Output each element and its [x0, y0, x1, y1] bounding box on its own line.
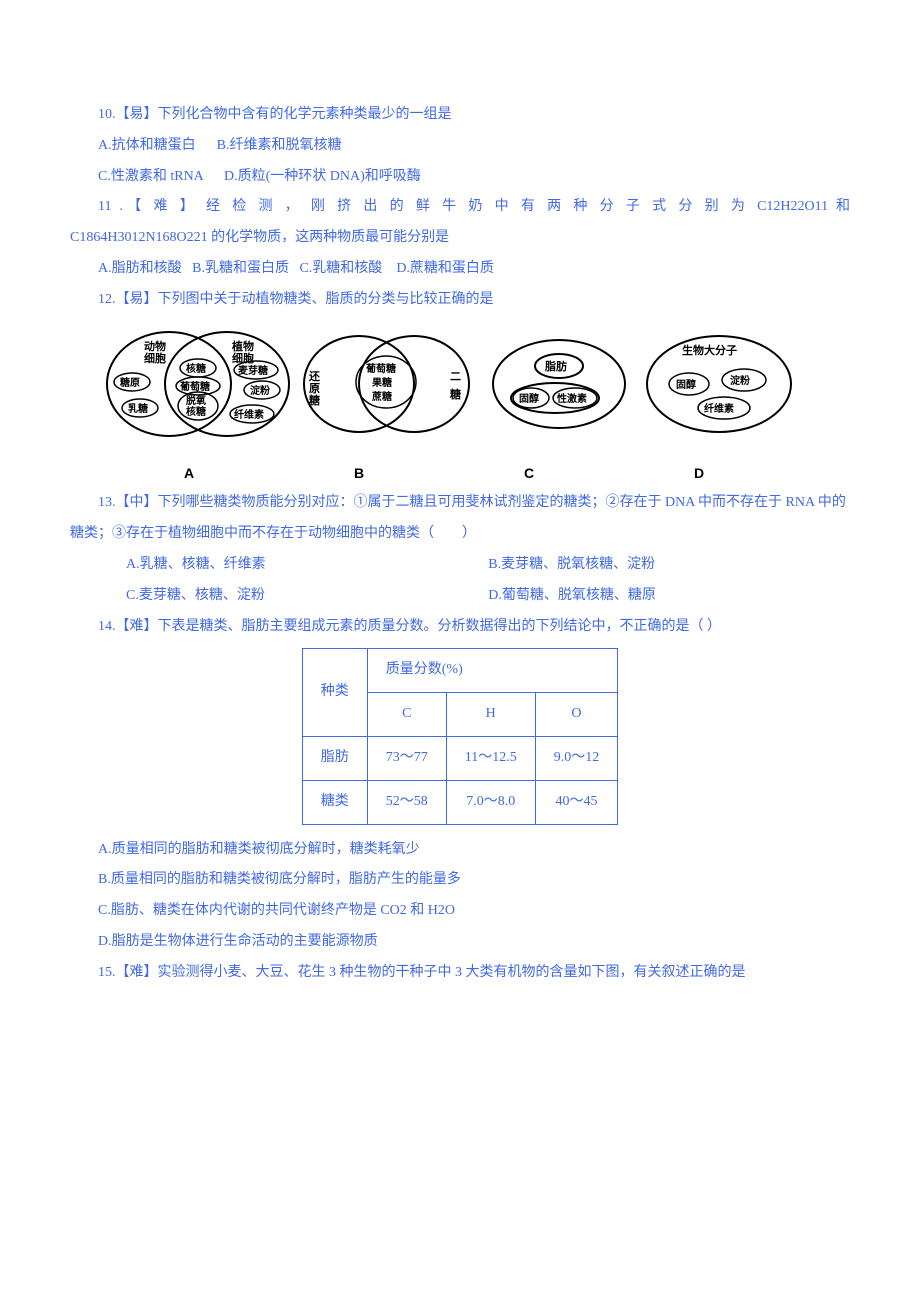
svg-text:果糖: 果糖: [371, 376, 392, 389]
svg-text:原: 原: [309, 382, 320, 395]
cell-c-1: 52～58: [367, 780, 446, 824]
svg-text:淀粉: 淀粉: [730, 374, 750, 387]
svg-text:糖原: 糖原: [120, 376, 140, 389]
th-mass: 质量分数(%): [367, 649, 617, 693]
q11-opt-a: A.脂肪和核酸: [98, 261, 182, 276]
q11-opts: A.脂肪和核酸 B.乳糖和蛋白质 C.乳糖和核酸 D.蔗糖和蛋白质: [70, 254, 850, 285]
svg-text:糖: 糖: [450, 387, 461, 401]
diag-label-b: B: [274, 458, 444, 489]
q13-opts-row2: C.麦芽糖、核糖、淀粉 D.葡萄糖、脱氧核糖、糖原: [70, 581, 850, 612]
q12-diagrams: 动物 细胞 植物 细胞 核糖 葡萄糖 脱氧 核糖 糖原 乳糖 麦芽糖 淀粉 纤维…: [104, 324, 850, 454]
svg-text:脂肪: 脂肪: [544, 359, 567, 373]
q10-stem: 10.【易】下列化合物中含有的化学元素种类最少的一组是: [70, 100, 850, 131]
cell-name-0: 脂肪: [302, 736, 367, 780]
th-species: 种类: [302, 649, 367, 737]
q10-opt-d: D.质粒(一种环状 DNA)和呼吸酶: [224, 169, 421, 184]
q10-opts-line1: A.抗体和糖蛋白 B.纤维素和脱氧核糖: [70, 131, 850, 162]
svg-text:还: 还: [308, 369, 321, 383]
svg-text:核糖: 核糖: [186, 362, 206, 375]
q14-opt-d: D.脂肪是生物体进行生命活动的主要能源物质: [70, 927, 850, 958]
svg-text:脱氧: 脱氧: [186, 394, 206, 407]
a-left-label2: 细胞: [144, 351, 166, 365]
svg-text:糖: 糖: [309, 393, 320, 407]
q13-opt-b: B.麦芽糖、脱氧核糖、淀粉: [460, 550, 819, 581]
diag-label-c: C: [444, 458, 614, 489]
svg-text:固醇: 固醇: [676, 378, 696, 391]
q14-opts: A.质量相同的脂肪和糖类被彻底分解时，糖类耗氧少 B.质量相同的脂肪和糖类被彻底…: [70, 835, 850, 958]
q14-opt-c: C.脂肪、糖类在体内代谢的共同代谢终产物是 CO2 和 H2O: [70, 896, 850, 927]
cell-c-0: 73～77: [367, 736, 446, 780]
q14-opt-a: A.质量相同的脂肪和糖类被彻底分解时，糖类耗氧少: [70, 835, 850, 866]
q14-opt-b: B.质量相同的脂肪和糖类被彻底分解时，脂肪产生的能量多: [70, 865, 850, 896]
th-o: O: [535, 693, 618, 737]
svg-text:葡萄糖: 葡萄糖: [365, 362, 396, 375]
svg-text:固醇: 固醇: [519, 392, 539, 405]
q15-stem: 15.【难】实验测得小麦、大豆、花生 3 种生物的干种子中 3 大类有机物的含量…: [70, 958, 850, 989]
q14-table: 种类 质量分数(%) C H O 脂肪 73～77 11～12.5 9.0～12…: [302, 648, 618, 824]
a-left-label: 动物: [144, 339, 166, 353]
svg-text:生物大分子: 生物大分子: [682, 343, 737, 357]
diag-label-d: D: [614, 458, 784, 489]
cell-h-1: 7.0～8.0: [446, 780, 535, 824]
q10-opt-a: A.抗体和糖蛋白: [98, 138, 196, 153]
th-c: C: [367, 693, 446, 737]
svg-text:性激素: 性激素: [556, 392, 587, 405]
cell-name-1: 糖类: [302, 780, 367, 824]
q13-opt-d: D.葡萄糖、脱氧核糖、糖原: [460, 581, 819, 612]
svg-text:麦芽糖: 麦芽糖: [238, 364, 268, 377]
q13-opt-a: A.乳糖、核糖、纤维素: [98, 550, 457, 581]
q13-opt-c: C.麦芽糖、核糖、淀粉: [98, 581, 457, 612]
q11-opt-d: D.蔗糖和蛋白质: [396, 261, 494, 276]
svg-text:二: 二: [450, 371, 461, 383]
q10-opt-c: C.性激素和 tRNA: [98, 169, 203, 184]
cell-h-0: 11～12.5: [446, 736, 535, 780]
svg-text:核糖: 核糖: [186, 405, 206, 418]
a-right-label: 植物: [231, 339, 254, 353]
diagram-d: 生物大分子 固醇 淀粉 纤维素: [647, 336, 791, 432]
q12-diagram-labels: A B C D: [104, 458, 784, 489]
q13-stem: 13.【中】下列哪些糖类物质能分别对应：①属于二糖且可用斐林试剂鉴定的糖类；②存…: [70, 488, 850, 550]
diagram-a: 动物 细胞 植物 细胞 核糖 葡萄糖 脱氧 核糖 糖原 乳糖 麦芽糖 淀粉 纤维…: [107, 332, 289, 436]
q13-opts-row1: A.乳糖、核糖、纤维素 B.麦芽糖、脱氧核糖、淀粉: [70, 550, 850, 581]
cell-o-0: 9.0～12: [535, 736, 618, 780]
table-row: 脂肪 73～77 11～12.5 9.0～12: [302, 736, 617, 780]
svg-text:淀粉: 淀粉: [250, 384, 270, 397]
diag-label-a: A: [104, 458, 274, 489]
q10-opt-b: B.纤维素和脱氧核糖: [217, 138, 342, 153]
th-h: H: [446, 693, 535, 737]
diagram-c: 脂肪 固醇 性激素: [493, 340, 625, 428]
q11-stem-line1: 11 .【 难 】 经 检 测 ， 刚 挤 出 的 鲜 牛 奶 中 有 两 种 …: [70, 192, 850, 223]
diagram-b: 还 原 糖 二 糖 葡萄糖 果糖 蔗糖: [304, 336, 469, 432]
q14-stem: 14.【难】下表是糖类、脂肪主要组成元素的质量分数。分析数据得出的下列结论中，不…: [70, 612, 850, 643]
svg-text:葡萄糖: 葡萄糖: [179, 380, 210, 393]
q10-opts-line2: C.性激素和 tRNA D.质粒(一种环状 DNA)和呼吸酶: [70, 162, 850, 193]
venn-diagram-svg: 动物 细胞 植物 细胞 核糖 葡萄糖 脱氧 核糖 糖原 乳糖 麦芽糖 淀粉 纤维…: [104, 324, 804, 454]
q11-opt-c: C.乳糖和核酸: [299, 261, 382, 276]
svg-text:纤维素: 纤维素: [234, 408, 264, 421]
q11-stem-line2: C1864H3012N168O221 的化学物质，这两种物质最可能分别是: [70, 223, 850, 254]
svg-text:纤维素: 纤维素: [704, 402, 734, 415]
q11-opt-b: B.乳糖和蛋白质: [192, 261, 289, 276]
cell-o-1: 40～45: [535, 780, 618, 824]
q12-stem: 12.【易】下列图中关于动植物糖类、脂质的分类与比较正确的是: [70, 285, 850, 316]
svg-text:乳糖: 乳糖: [128, 402, 148, 415]
svg-text:蔗糖: 蔗糖: [371, 390, 392, 403]
table-row: 糖类 52～58 7.0～8.0 40～45: [302, 780, 617, 824]
